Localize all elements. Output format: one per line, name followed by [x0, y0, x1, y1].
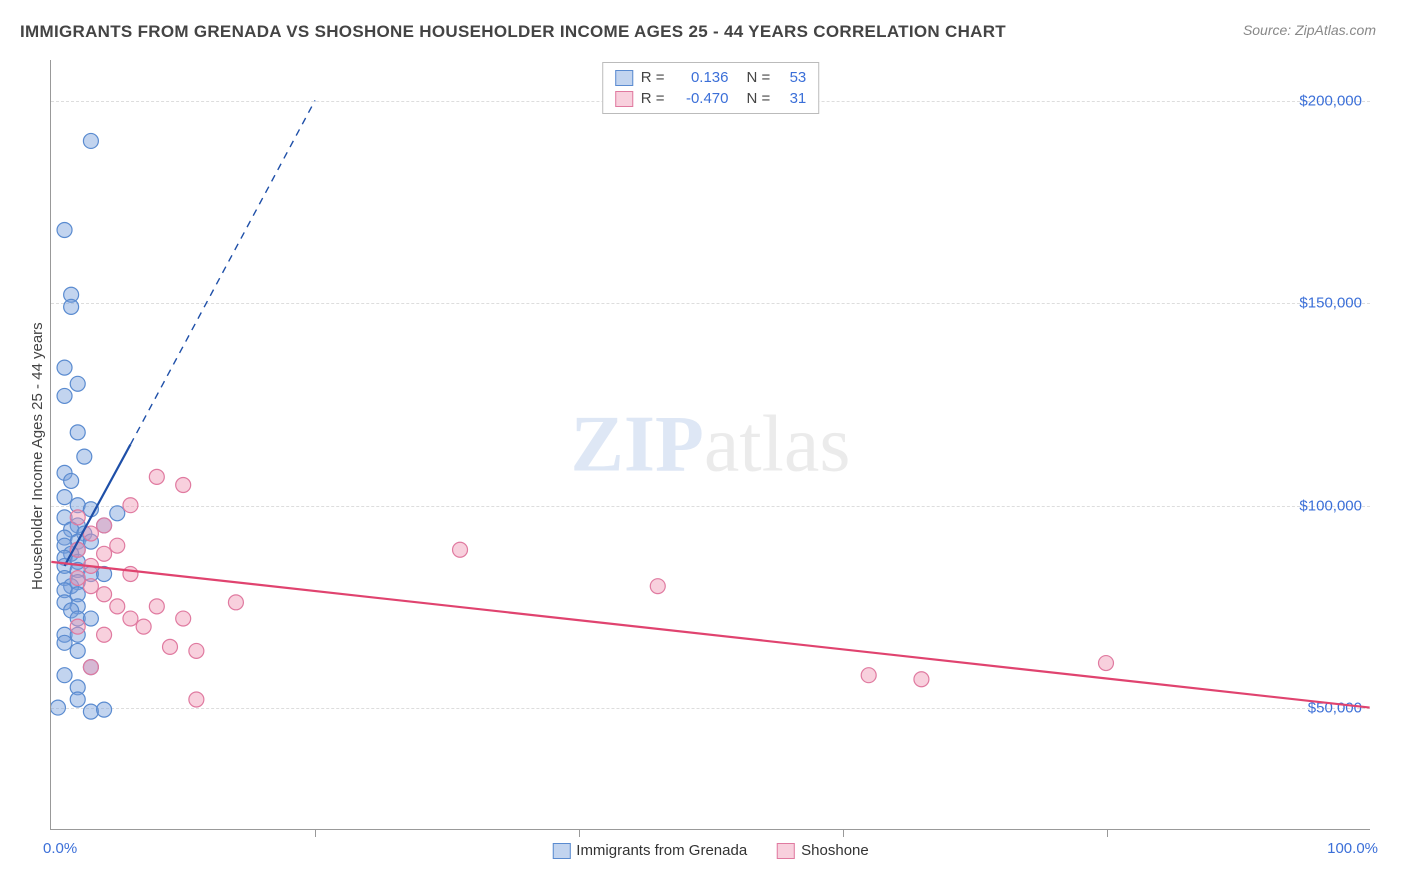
data-point [70, 619, 85, 634]
data-point [70, 510, 85, 525]
data-point [83, 704, 98, 719]
legend-label: Shoshone [801, 842, 869, 859]
data-point [110, 599, 125, 614]
legend-swatch-blue [615, 70, 633, 86]
legend-swatch-pink [777, 843, 795, 859]
trend-line-ext [130, 100, 315, 444]
data-point [64, 473, 79, 488]
plot-area: ZIPatlas R = 0.136 N = 53 R = -0.470 N =… [50, 60, 1370, 830]
data-point [70, 425, 85, 440]
legend-swatch-pink [615, 91, 633, 107]
data-point [453, 542, 468, 557]
data-point [136, 619, 151, 634]
chart-title: IMMIGRANTS FROM GRENADA VS SHOSHONE HOUS… [20, 22, 1006, 42]
data-point [110, 506, 125, 521]
data-point [83, 133, 98, 148]
data-point [57, 388, 72, 403]
data-point [97, 546, 112, 561]
data-point [123, 567, 138, 582]
data-point [110, 538, 125, 553]
data-point [176, 477, 191, 492]
chart-svg [51, 60, 1370, 829]
data-point [97, 587, 112, 602]
legend-label: Immigrants from Grenada [576, 842, 747, 859]
data-point [83, 611, 98, 626]
n-value-pink: 31 [778, 90, 806, 107]
data-point [97, 518, 112, 533]
source-attribution: Source: ZipAtlas.com [1243, 22, 1376, 38]
chart-container: IMMIGRANTS FROM GRENADA VS SHOSHONE HOUS… [0, 0, 1406, 892]
x-tick [1107, 829, 1108, 837]
trend-line [51, 562, 1369, 708]
n-label: N = [747, 90, 771, 107]
data-point [914, 672, 929, 687]
data-point [57, 360, 72, 375]
data-point [650, 579, 665, 594]
data-point [70, 571, 85, 586]
legend-item: Shoshone [777, 842, 869, 859]
r-value-pink: -0.470 [673, 90, 729, 107]
data-point [57, 635, 72, 650]
legend-correlation-box: R = 0.136 N = 53 R = -0.470 N = 31 [602, 62, 820, 114]
n-label: N = [747, 69, 771, 86]
data-point [77, 449, 92, 464]
data-point [97, 702, 112, 717]
legend-series: Immigrants from Grenada Shoshone [552, 842, 868, 859]
data-point [83, 579, 98, 594]
x-tick [843, 829, 844, 837]
x-tick [579, 829, 580, 837]
data-point [189, 643, 204, 658]
data-point [51, 700, 65, 715]
legend-item: Immigrants from Grenada [552, 842, 747, 859]
legend-row: R = -0.470 N = 31 [615, 88, 807, 109]
r-label: R = [641, 69, 665, 86]
data-point [64, 299, 79, 314]
legend-row: R = 0.136 N = 53 [615, 67, 807, 88]
data-point [1098, 656, 1113, 671]
data-point [97, 627, 112, 642]
data-point [70, 692, 85, 707]
legend-swatch-blue [552, 843, 570, 859]
data-point [149, 599, 164, 614]
data-point [228, 595, 243, 610]
r-label: R = [641, 90, 665, 107]
data-point [149, 469, 164, 484]
data-point [189, 692, 204, 707]
data-point [123, 498, 138, 513]
x-tick-label-right: 100.0% [1327, 840, 1378, 857]
r-value-blue: 0.136 [673, 69, 729, 86]
data-point [57, 222, 72, 237]
data-point [123, 611, 138, 626]
data-point [163, 639, 178, 654]
n-value-blue: 53 [778, 69, 806, 86]
y-axis-label: Householder Income Ages 25 - 44 years [29, 322, 46, 590]
data-point [57, 668, 72, 683]
x-tick-label-left: 0.0% [43, 840, 77, 857]
x-tick [315, 829, 316, 837]
data-point [57, 490, 72, 505]
data-point [83, 660, 98, 675]
data-point [176, 611, 191, 626]
data-point [861, 668, 876, 683]
data-point [70, 376, 85, 391]
data-point [70, 643, 85, 658]
